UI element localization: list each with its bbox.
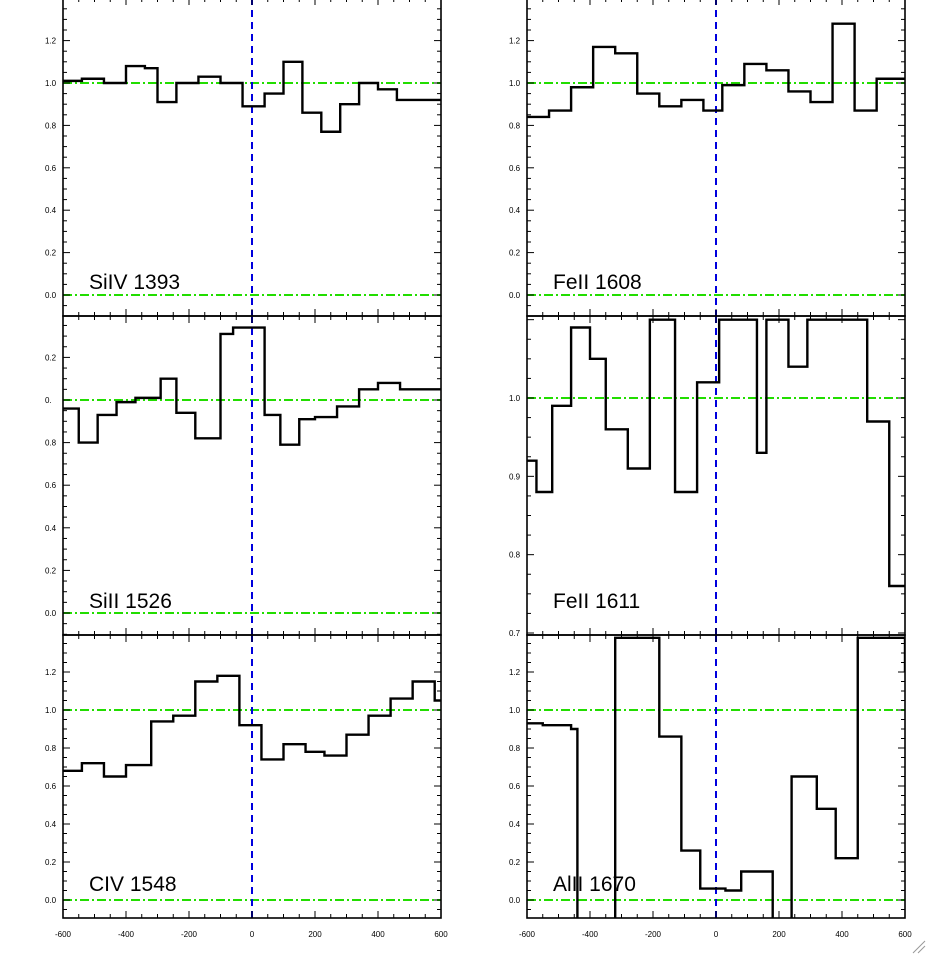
x-tick-label: 600 — [434, 930, 448, 939]
y-tick-label: 0.0 — [509, 291, 521, 300]
y-tick-label: 0.8 — [45, 744, 57, 753]
y-tick-label: 1.0 — [45, 706, 57, 715]
panel-label: FeII 1608 — [553, 271, 642, 294]
y-tick-label: 0.0 — [45, 291, 57, 300]
y-tick-label: 0.4 — [509, 820, 521, 829]
x-tick-label: -400 — [118, 930, 135, 939]
y-tick-label: 0.8 — [45, 121, 57, 130]
spectrum-line — [63, 60, 441, 133]
x-tick-label: 400 — [371, 930, 385, 939]
y-tick-label: 1.2 — [509, 37, 521, 46]
panel-2: 0.0 0.2 0.4 0.6 0.8 1.0 1.2 FeII 1608 — [509, 0, 906, 317]
y-tick-label: 1.2 — [509, 668, 521, 677]
panel-label: AlII 1670 — [553, 873, 636, 896]
x-tick-label: -400 — [582, 930, 599, 939]
panel-5: 0.0 0.2 0.4 0.6 0.8 1.0 1.2 CIV 1548 -600 -400 -20… — [45, 634, 448, 939]
y-tick-label: 0.0 — [45, 896, 57, 905]
y-tick-label: 0.2 — [45, 858, 57, 867]
x-tick-label: -600 — [55, 930, 72, 939]
x-tick-label: 0 — [714, 930, 719, 939]
y-tick-label: 0.4 — [45, 524, 57, 533]
y-tick-label: 0.6 — [45, 164, 57, 173]
x-tick-label: 400 — [835, 930, 849, 939]
x-tick-label: -200 — [645, 930, 662, 939]
y-tick-label: 0.6 — [509, 782, 521, 791]
y-tick-label: 0.6 — [45, 782, 57, 791]
x-tick-label: -200 — [181, 930, 198, 939]
spectrum-line — [527, 22, 905, 119]
x-tick-label: 200 — [772, 930, 786, 939]
y-tick-label: 1.0 — [509, 394, 521, 403]
y-tick-label: 0.6 — [509, 164, 521, 173]
y-tick-label: 0.0 — [45, 609, 57, 618]
y-tick-label: 0.2 — [45, 566, 57, 575]
y-tick-label: 0. — [45, 396, 52, 405]
y-tick-label: 0.8 — [509, 551, 521, 560]
y-tick-label: 0.2 — [509, 858, 521, 867]
y-tick-label: 0.9 — [509, 472, 521, 481]
x-tick-label: 600 — [898, 930, 912, 939]
panel-label: FeII 1611 — [553, 590, 640, 613]
panel-label: SiII 1526 — [89, 590, 172, 613]
x-tick-label: -600 — [519, 930, 536, 939]
y-tick-label: 0.2 — [45, 249, 57, 258]
y-tick-label: 0.0 — [509, 896, 521, 905]
y-tick-label: 0.8 — [45, 439, 57, 448]
resize-grip-icon — [912, 940, 926, 954]
y-tick-label: 0.4 — [509, 206, 521, 215]
panel-label: CIV 1548 — [89, 873, 177, 896]
x-tick-label: 200 — [308, 930, 322, 939]
panel-3: 0.0 0.2 0.4 0.6 0.8 0. 0.2 SiII 1526 — [45, 315, 442, 636]
spectrum-line — [63, 326, 441, 446]
y-tick-label: 0.8 — [509, 121, 521, 130]
x-tick-label: 0 — [250, 930, 255, 939]
spectrum-line — [63, 674, 441, 778]
y-tick-label: 1.0 — [45, 79, 57, 88]
y-tick-label: 1.2 — [45, 37, 57, 46]
y-tick-label: 1.0 — [509, 79, 521, 88]
panel-label: SiIV 1393 — [89, 271, 180, 294]
spectrum-line — [527, 636, 905, 918]
panel-1: 0.0 0.2 0.4 0.6 0.8 1.0 1.2 SiIV 1393 — [45, 0, 442, 317]
panel-6: 0.0 0.2 0.4 0.6 0.8 1.0 1.2 AlII 1670 -600 -400 -2… — [509, 634, 912, 939]
y-tick-label: 0.4 — [45, 206, 57, 215]
y-tick-label: 0.4 — [45, 820, 57, 829]
y-tick-label: 1.2 — [45, 668, 57, 677]
y-tick-label: 0.8 — [509, 744, 521, 753]
y-tick-label: 0.6 — [45, 481, 57, 490]
y-tick-label: 0.7 — [509, 629, 521, 638]
y-tick-label: 1.0 — [509, 706, 521, 715]
y-tick-label: 0.2 — [45, 353, 57, 362]
panel-4: 0.7 0.8 0.9 1.0 FeII 1611 — [509, 315, 906, 638]
y-tick-label: 0.2 — [509, 249, 521, 258]
